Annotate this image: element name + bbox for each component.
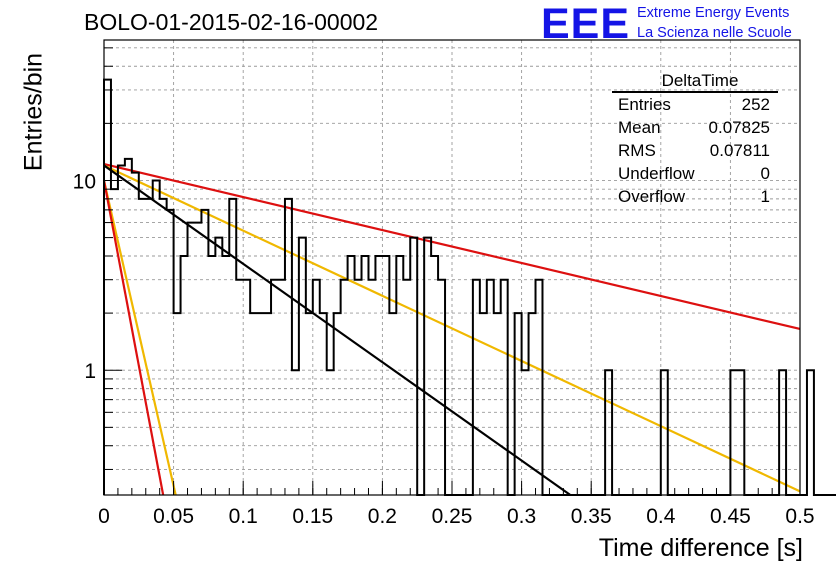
histogram-bars	[103, 78, 836, 496]
x-tick-label: 0.3	[507, 505, 536, 528]
stats-value: 252	[741, 95, 770, 114]
histogram	[103, 78, 836, 496]
x-tick-label: 0.05	[153, 505, 194, 528]
x-tick-label: 0.45	[710, 505, 751, 528]
fit-line	[103, 164, 571, 496]
fit-line	[102, 180, 177, 496]
stats-row: Underflow 0	[612, 162, 778, 185]
stats-row: RMS 0.07811	[612, 139, 778, 162]
x-tick-label: 0.1	[229, 505, 258, 528]
chart-title: BOLO-01-2015-02-16-00002	[84, 9, 379, 35]
x-axis-label: Time difference [s]	[598, 534, 803, 562]
fit-lines	[102, 163, 801, 496]
logo-line-1: Extreme Energy Events	[637, 5, 790, 21]
fit-line	[102, 180, 165, 496]
stats-row: Overflow 1	[612, 185, 778, 208]
stats-label: Entries	[618, 95, 671, 114]
stats-label: Mean	[618, 118, 661, 137]
logo-line-2: La Scienza nelle Scuole	[637, 25, 792, 41]
x-tick-label: 0.2	[368, 505, 397, 528]
x-tick-label: 0	[98, 505, 110, 528]
stats-value: 0.07811	[709, 141, 770, 160]
stats-title: DeltaTime	[612, 70, 778, 93]
x-tick-label: 0.5	[785, 505, 814, 528]
y-tick-label: 10	[73, 170, 96, 193]
tick-labels: 0 0.05 0.1 0.15 0.2 0.25 0.3 0.35 0.4 0.45 0.5 1 10	[73, 170, 815, 528]
y-axis-label: Entries/bin	[19, 52, 48, 172]
eee-logo: EEE	[541, 0, 631, 48]
x-tick-label: 0.35	[571, 505, 612, 528]
stats-box: DeltaTime Entries 252 Mean 0.07825 RMS 0.07…	[612, 70, 778, 208]
x-tick-label: 0.4	[646, 505, 676, 528]
fit-line	[103, 163, 801, 331]
x-tick-label: 0.25	[432, 505, 473, 528]
stats-label: Underflow	[618, 164, 695, 183]
stats-label: RMS	[618, 141, 656, 160]
stats-value: 1	[760, 187, 770, 206]
stats-row: Mean 0.07825	[612, 116, 778, 139]
logo-caption: Extreme Energy Events La Scienza nelle S…	[637, 3, 792, 43]
y-tick-label: 1	[84, 360, 96, 383]
x-tick-label: 0.15	[292, 505, 333, 528]
stats-label: Overflow	[618, 187, 686, 206]
stats-row: Entries 252	[612, 93, 778, 116]
fit-line	[103, 164, 801, 493]
stats-value: 0	[760, 164, 770, 183]
axis-ticks	[103, 47, 801, 495]
stats-value: 0.07825	[708, 118, 770, 137]
